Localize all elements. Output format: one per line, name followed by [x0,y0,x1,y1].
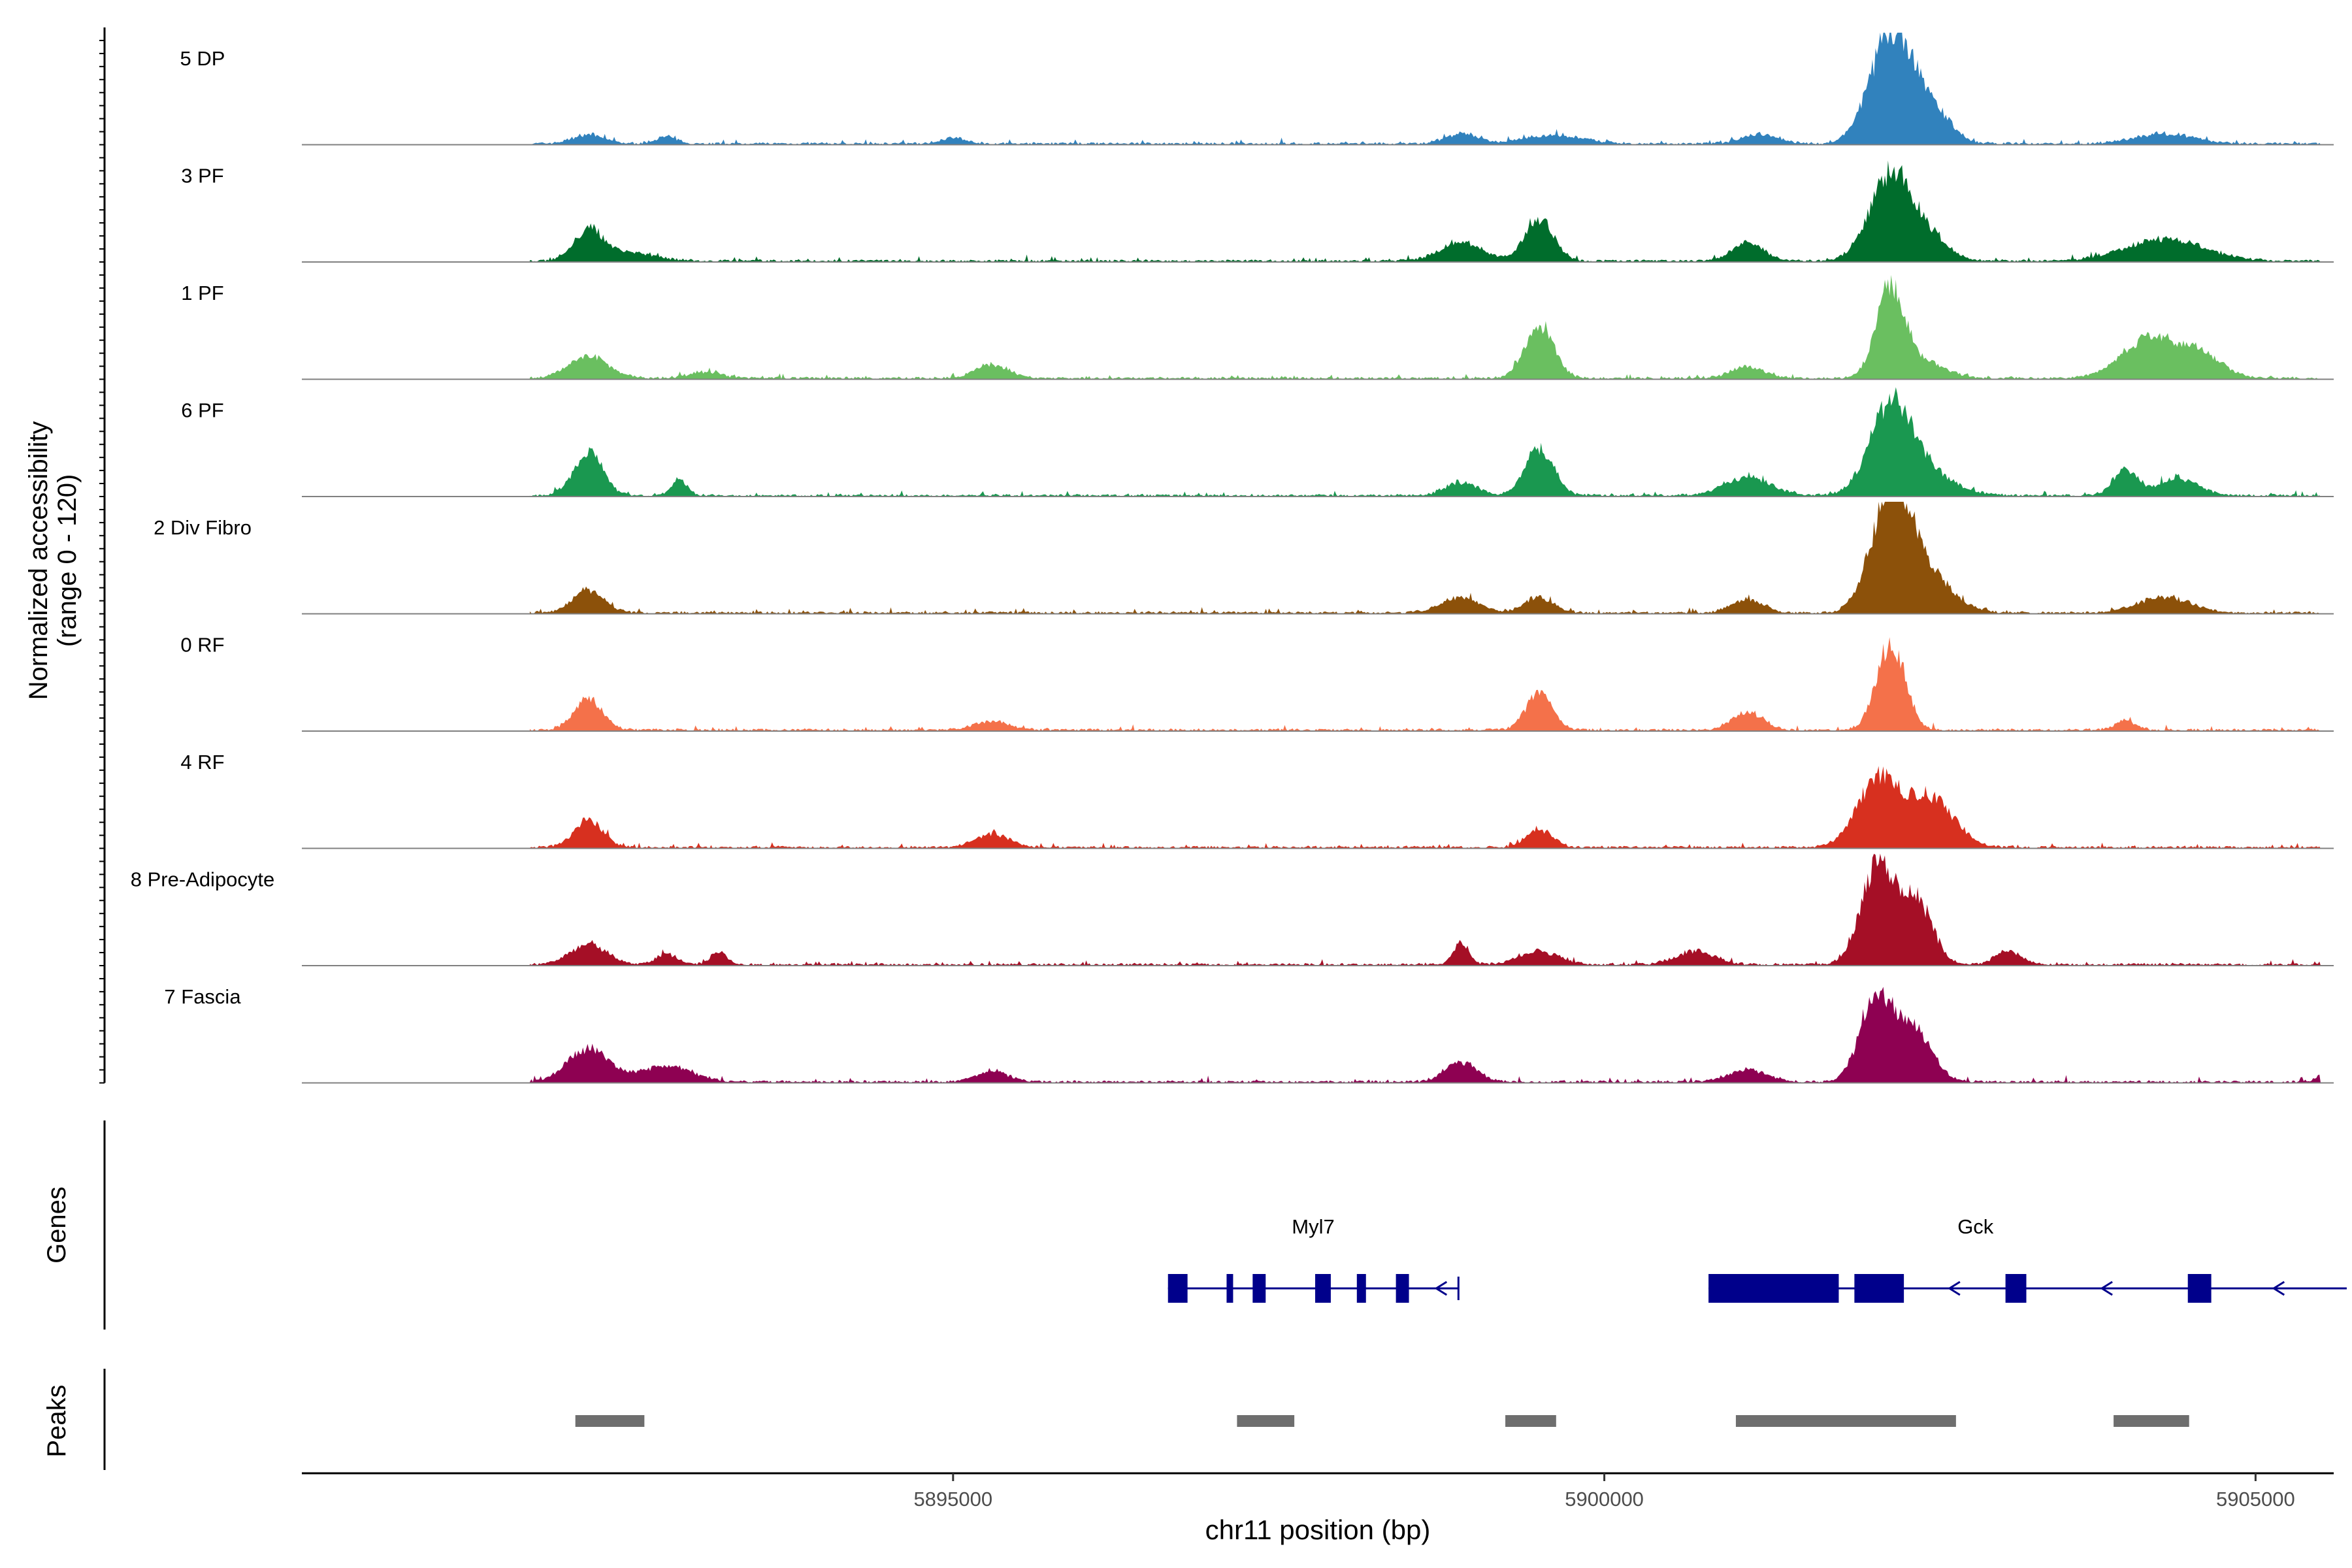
gene-annotations: Myl7 Gck [1168,1215,2347,1303]
track-label: 7 Fascia [164,985,241,1008]
gene-exon [2005,1274,2027,1303]
x-axis-ticks: 5895000 5900000 5905000 [913,1473,2295,1511]
x-tick-label: 5900000 [1565,1488,1644,1511]
peak-regions [575,1415,2189,1427]
track-2-div-fibro: 2 Div Fibro [154,502,2334,615]
track-label: 3 PF [181,165,223,188]
track-label: 4 RF [180,751,224,774]
gene-exon [1708,1274,1839,1303]
gene-exon [1356,1274,1366,1303]
track-8-pre-adipocyte: 8 Pre-Adipocyte [131,853,2334,966]
strand-arrow [1434,1281,1448,1296]
coverage-area [529,637,2321,731]
y-axis [99,27,106,1084]
track-label: 2 Div Fibro [154,516,252,539]
peak-region-block [575,1415,645,1427]
track-label: 0 RF [180,634,224,657]
coverage-area [529,502,2321,614]
strand-arrow [2272,1281,2285,1296]
track-label: 8 Pre-Adipocyte [131,868,275,891]
gene-exon [1396,1274,1409,1303]
strand-arrow [2100,1281,2113,1296]
track-label: 6 PF [181,399,223,422]
track-3-pf: 3 PF [181,160,2334,263]
track-4-rf: 4 RF [180,751,2334,849]
coverage-area [529,160,2321,262]
gene-exon [2187,1274,2212,1303]
gene-gck: Gck [1708,1215,2347,1303]
y-axis-title: Normalized accessibility (range 0 - 120) [24,421,82,700]
peak-region-block [1735,1415,1956,1427]
track-1-pf: 1 PF [181,274,2334,380]
track-5-dp: 5 DP [180,33,2334,146]
peak-region-block [1237,1415,1295,1427]
genes-axis-label: Genes [42,1186,71,1264]
y-axis-title-line-2: (range 0 - 120) [53,474,82,647]
coverage-area [529,274,2321,380]
coverage-area [529,853,2321,966]
gene-exon [1315,1274,1331,1303]
coverage-area [529,33,2321,145]
gene-exon [1226,1274,1233,1303]
strand-arrow [1948,1281,1961,1296]
coverage-area [529,766,2321,849]
x-tick-label: 5905000 [2216,1488,2295,1511]
track-label: 1 PF [181,282,223,304]
gene-exon [1252,1274,1266,1303]
peak-region-block [1505,1415,1556,1427]
y-axis-title-line-1: Normalized accessibility [24,421,53,700]
track-0-rf: 0 RF [180,634,2334,732]
coverage-area [529,387,2321,497]
gene-exon [1168,1274,1188,1303]
gene-exon [1854,1274,1904,1303]
gene-label: Gck [1957,1215,1994,1238]
peaks-axis-label: Peaks [42,1384,71,1457]
x-axis-title: chr11 position (bp) [1205,1514,1431,1545]
x-tick-label: 5895000 [913,1488,992,1511]
track-7-fascia: 7 Fascia [164,985,2334,1084]
coverage-tracks: 5 DP 3 PF 1 PF 6 PF 2 Div Fibro 0 RF 4 RF 8 Pre… [131,33,2334,1084]
coverage-area [529,987,2321,1083]
gene-myl7: Myl7 [1168,1215,1460,1303]
gene-label: Myl7 [1292,1215,1334,1238]
track-6-pf: 6 PF [181,387,2334,497]
track-label: 5 DP [180,47,225,70]
peak-region-block [2114,1415,2189,1427]
